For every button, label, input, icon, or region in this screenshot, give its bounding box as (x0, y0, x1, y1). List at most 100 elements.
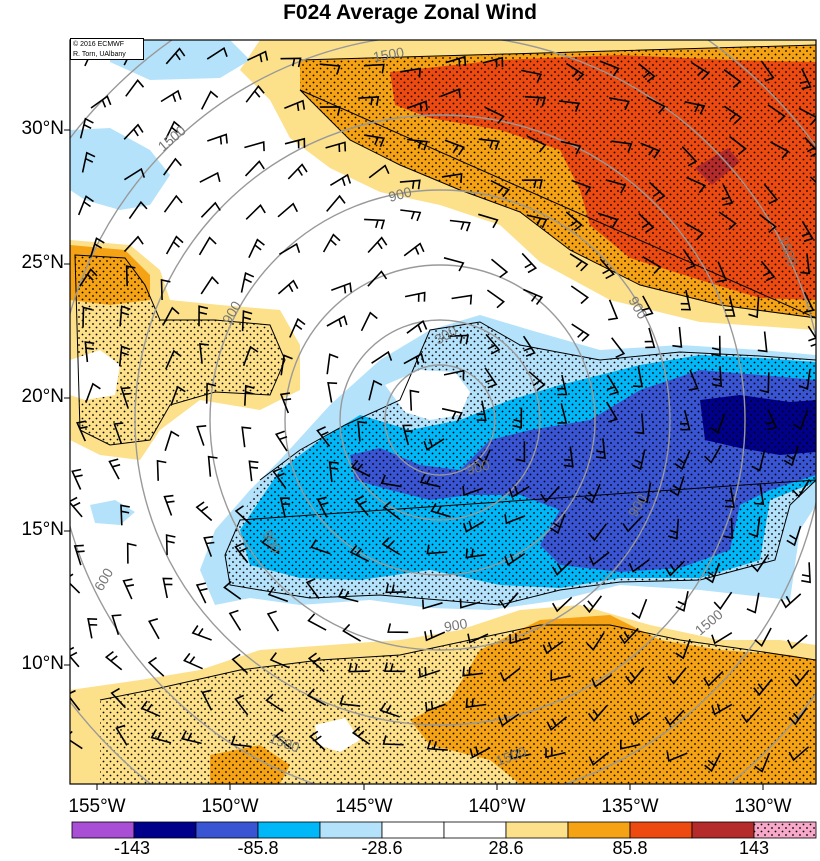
wind-barb (605, 179, 627, 194)
wind-barb (721, 184, 734, 206)
wind-barb (125, 79, 145, 97)
wind-barb (148, 618, 160, 640)
easterly-white-hole (385, 370, 470, 420)
wind-barb (611, 140, 633, 153)
wind-barb (234, 505, 252, 526)
wind-barb (571, 323, 590, 342)
wind-barb (200, 276, 219, 295)
wind-barb (465, 698, 487, 709)
wind-barb (646, 96, 666, 114)
wind-barb (70, 496, 83, 518)
wind-barb (798, 107, 816, 125)
wind-barb (89, 237, 105, 258)
wind-barb (163, 194, 183, 213)
wind-barb (284, 137, 306, 149)
wind-barb (385, 583, 407, 594)
wind-barb (498, 592, 519, 609)
wind-barb (113, 422, 124, 444)
wind-barb (280, 57, 302, 68)
wind-barb (788, 746, 810, 762)
wind-barb (277, 202, 299, 218)
wind-barb (363, 63, 385, 74)
wind-barb (223, 580, 242, 600)
wind-barb (478, 138, 500, 151)
wind-barb (770, 141, 790, 159)
wind-barb (382, 735, 404, 746)
wind-barb (279, 497, 291, 518)
wind-barb (331, 282, 352, 294)
wind-barb (123, 167, 146, 181)
wind-barb (565, 211, 583, 232)
wind-barb (205, 382, 217, 404)
wind-barb (711, 632, 733, 645)
wind-barb (508, 485, 530, 499)
wind-barb (165, 534, 176, 556)
easterly-northwest-patch (110, 40, 250, 80)
contour-label: 900 (465, 456, 492, 478)
wind-barb (247, 50, 269, 63)
wind-barb (180, 730, 202, 745)
wind-barb (423, 438, 445, 451)
wind-barb (476, 400, 487, 422)
wind-barb (608, 97, 630, 111)
wind-barb (704, 444, 722, 464)
wind-barb (679, 410, 691, 431)
wind-barb (426, 544, 448, 555)
wind-barb (644, 327, 656, 349)
wind-barb (545, 747, 566, 759)
wind-barb (165, 349, 182, 370)
wind-barb (364, 218, 386, 230)
lon-label-150w: 150°W (201, 796, 259, 817)
wind-barb (383, 662, 405, 673)
wind-barb (684, 101, 706, 115)
colorbar-swatch (629, 821, 693, 839)
wind-barb (245, 204, 266, 220)
wind-barb (203, 535, 215, 557)
wind-barb (242, 345, 259, 367)
credit-line-2: R. Torn, UAlbany (73, 51, 126, 58)
wind-barb (447, 334, 469, 345)
lat-label-20n: 20°N (21, 386, 64, 407)
wind-barb (684, 222, 704, 241)
wind-barb (640, 142, 661, 159)
wind-barb (515, 441, 526, 463)
wind-barb (381, 537, 401, 556)
wind-barb (380, 474, 402, 488)
colorbar-swatch (567, 821, 631, 839)
wind-barb (521, 69, 543, 83)
wind-barb (244, 141, 265, 152)
wind-barb (387, 623, 409, 634)
wind-barb (441, 172, 463, 183)
wind-barb (809, 176, 816, 184)
wind-barb (631, 598, 648, 620)
wind-barb (248, 460, 259, 482)
contour-label: 900 (443, 615, 469, 635)
wind-barb (625, 667, 645, 685)
wind-barb (207, 455, 218, 477)
wind-barb (280, 354, 293, 376)
wind-barb (76, 420, 88, 442)
wind-barb (164, 120, 182, 141)
contour-label: 1500 (372, 44, 406, 65)
wind-barb (274, 430, 288, 452)
wind-barb (245, 85, 265, 103)
wind-barb (712, 366, 723, 388)
wind-barb (690, 61, 710, 81)
wind-barb (309, 730, 326, 751)
wind-barb (474, 449, 491, 469)
wind-barb (462, 666, 484, 677)
colorbar-label-3: -28.6 (361, 838, 403, 858)
wind-barb (409, 389, 420, 411)
wind-barbs (70, 45, 816, 773)
wind-barb (557, 374, 568, 396)
wind-barb (165, 235, 184, 255)
wind-barb (451, 294, 473, 305)
wind-barb (419, 473, 441, 488)
wind-barb (803, 291, 815, 313)
wind-barb (150, 729, 172, 744)
wind-barb (552, 596, 573, 613)
wind-barb (125, 265, 136, 287)
wind-barb (740, 706, 761, 724)
wind-barb (633, 366, 644, 388)
wind-barb (156, 459, 167, 481)
